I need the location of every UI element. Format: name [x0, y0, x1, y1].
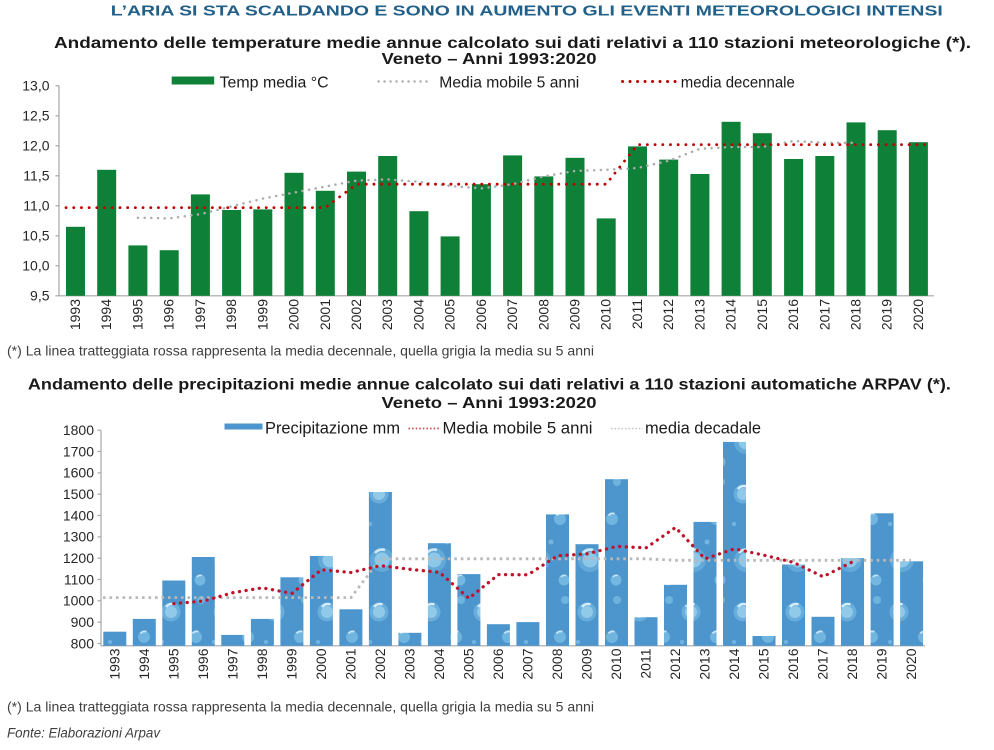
svg-text:2019: 2019	[874, 648, 890, 679]
svg-text:2002: 2002	[348, 299, 364, 330]
svg-text:1999: 1999	[283, 648, 299, 679]
svg-text:Andamento delle precipitazioni: Andamento delle precipitazioni medie ann…	[28, 377, 951, 394]
svg-text:Veneto – Anni 1993:2020: Veneto – Anni 1993:2020	[382, 395, 597, 412]
svg-text:2003: 2003	[379, 299, 395, 330]
svg-text:L’ARIA SI STA SCALDANDO E SONO: L’ARIA SI STA SCALDANDO E SONO IN AUMENT…	[111, 2, 943, 19]
svg-text:2020: 2020	[903, 648, 919, 679]
svg-text:2007: 2007	[519, 648, 535, 679]
svg-text:13,0: 13,0	[22, 78, 49, 94]
svg-text:2009: 2009	[579, 648, 595, 679]
svg-text:1998: 1998	[223, 299, 239, 330]
svg-text:Temp media °C: Temp media °C	[220, 75, 329, 92]
svg-text:2011: 2011	[638, 648, 654, 678]
svg-text:1700: 1700	[63, 443, 94, 459]
svg-text:11,0: 11,0	[23, 198, 49, 214]
svg-text:2018: 2018	[844, 648, 860, 679]
svg-text:2020: 2020	[910, 299, 926, 330]
svg-text:2010: 2010	[608, 648, 624, 679]
svg-text:12,5: 12,5	[22, 108, 49, 124]
svg-text:2003: 2003	[401, 648, 417, 679]
svg-text:2008: 2008	[549, 648, 565, 679]
svg-text:2017: 2017	[815, 648, 831, 679]
svg-text:2006: 2006	[490, 648, 506, 679]
svg-text:2014: 2014	[726, 648, 742, 679]
svg-text:1100: 1100	[64, 571, 94, 587]
svg-text:2010: 2010	[598, 299, 614, 330]
svg-text:800: 800	[71, 635, 95, 651]
svg-text:2001: 2001	[342, 648, 358, 679]
svg-text:(*) La linea tratteggiata ross: (*) La linea tratteggiata rossa rapprese…	[7, 699, 594, 715]
svg-text:2004: 2004	[410, 299, 426, 330]
svg-text:2012: 2012	[667, 648, 683, 679]
svg-text:media decennale: media decennale	[681, 75, 795, 92]
svg-text:2000: 2000	[286, 299, 302, 330]
svg-text:1994: 1994	[136, 648, 152, 679]
svg-text:900: 900	[71, 614, 95, 630]
svg-text:2013: 2013	[691, 299, 707, 330]
svg-text:Veneto – Anni 1993:2020: Veneto – Anni 1993:2020	[382, 51, 597, 68]
svg-text:1200: 1200	[63, 550, 94, 566]
svg-text:1500: 1500	[63, 486, 94, 502]
svg-text:1995: 1995	[165, 648, 181, 679]
svg-text:Andamento delle temperature me: Andamento delle temperature medie annue …	[54, 35, 971, 52]
svg-text:2016: 2016	[785, 648, 801, 679]
svg-text:2014: 2014	[723, 299, 739, 330]
svg-text:2012: 2012	[660, 299, 676, 330]
svg-text:Media mobile 5 anni: Media mobile 5 anni	[439, 75, 579, 92]
svg-text:2009: 2009	[567, 299, 583, 330]
svg-text:2006: 2006	[473, 299, 489, 330]
svg-text:10,5: 10,5	[22, 228, 49, 244]
svg-text:1996: 1996	[195, 648, 211, 679]
svg-text:2004: 2004	[431, 648, 447, 679]
svg-text:1994: 1994	[98, 299, 114, 330]
svg-text:2000: 2000	[313, 648, 329, 679]
svg-text:2017: 2017	[816, 299, 832, 330]
svg-text:2015: 2015	[756, 648, 772, 679]
svg-text:12,0: 12,0	[22, 138, 49, 154]
svg-text:2005: 2005	[460, 648, 476, 679]
svg-text:2018: 2018	[848, 299, 864, 330]
svg-text:2015: 2015	[754, 299, 770, 330]
svg-text:2011: 2011	[629, 299, 645, 329]
svg-text:Media mobile 5 anni: Media mobile 5 anni	[443, 420, 593, 438]
svg-text:1993: 1993	[106, 648, 122, 679]
svg-text:1600: 1600	[63, 465, 94, 481]
svg-text:1999: 1999	[254, 299, 270, 330]
svg-text:2019: 2019	[879, 299, 895, 330]
svg-text:2002: 2002	[372, 648, 388, 679]
svg-text:1996: 1996	[161, 299, 177, 330]
svg-text:2001: 2001	[317, 299, 333, 330]
svg-text:2016: 2016	[785, 299, 801, 330]
svg-text:2008: 2008	[535, 299, 551, 330]
svg-text:Fonte: Elaborazioni Arpav: Fonte: Elaborazioni Arpav	[7, 726, 161, 741]
svg-text:1993: 1993	[67, 299, 83, 330]
svg-text:1000: 1000	[63, 593, 94, 609]
svg-text:1400: 1400	[63, 507, 94, 523]
svg-text:media decadale: media decadale	[645, 420, 761, 438]
svg-text:(*) La linea tratteggiata ross: (*) La linea tratteggiata rossa rapprese…	[7, 343, 594, 359]
svg-text:1995: 1995	[129, 299, 145, 330]
svg-text:2007: 2007	[504, 299, 520, 330]
svg-text:2013: 2013	[697, 648, 713, 679]
svg-text:10,0: 10,0	[22, 258, 49, 274]
svg-text:1300: 1300	[63, 529, 94, 545]
svg-text:1997: 1997	[224, 648, 240, 679]
svg-text:2005: 2005	[442, 299, 458, 330]
svg-text:1997: 1997	[192, 299, 208, 330]
svg-text:1998: 1998	[254, 648, 270, 679]
svg-text:1800: 1800	[63, 422, 94, 438]
svg-text:Precipitazione mm: Precipitazione mm	[265, 420, 400, 438]
svg-text:11,5: 11,5	[23, 168, 49, 184]
svg-text:9,5: 9,5	[30, 288, 50, 304]
